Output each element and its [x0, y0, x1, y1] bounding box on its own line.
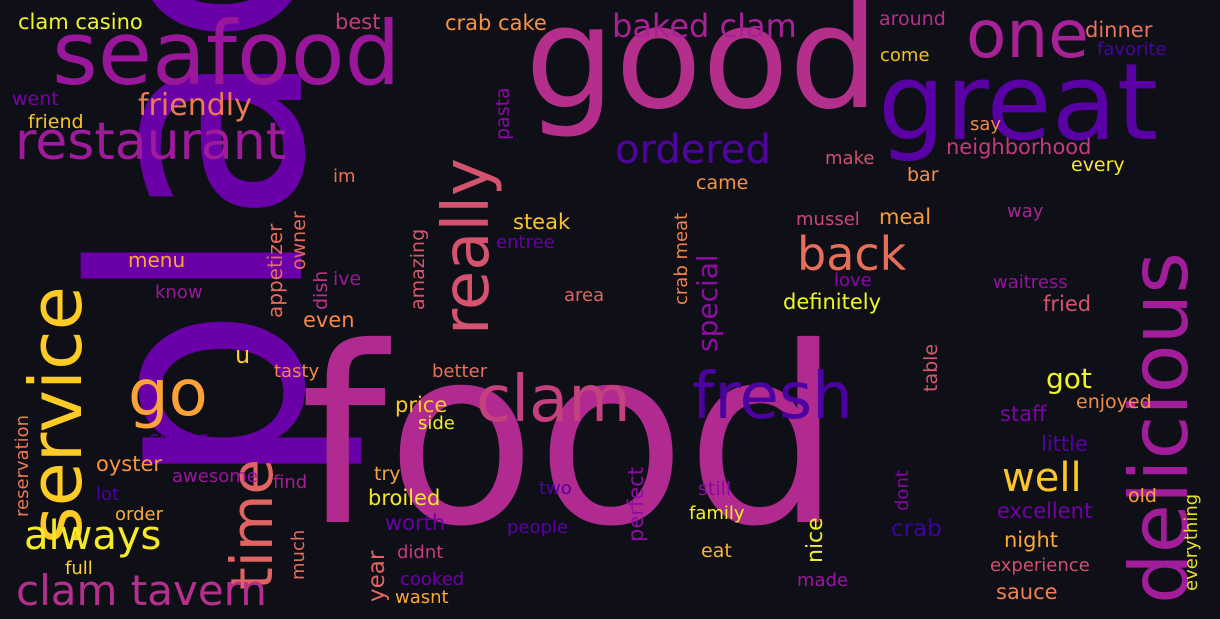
word-fried: fried	[1043, 292, 1092, 316]
word-pasta: pasta	[492, 87, 514, 140]
word-try: try	[374, 463, 401, 485]
word-appetizer: appetizer	[263, 223, 287, 318]
word-didnt: didnt	[397, 542, 444, 563]
word-best: best	[335, 10, 381, 34]
word-bar: bar	[907, 164, 939, 186]
word-special: special	[691, 254, 724, 352]
word-reservation: reservation	[12, 414, 33, 517]
word-steak: steak	[513, 210, 571, 234]
word-year: year	[364, 550, 390, 602]
word-little: little	[1041, 432, 1088, 456]
word-friend: friend	[28, 111, 84, 133]
word-price: price	[395, 393, 448, 417]
word-make: make	[825, 148, 875, 169]
word-come: come	[880, 45, 930, 66]
word-restaurant: restaurant	[15, 112, 287, 172]
word-better: better	[432, 361, 488, 382]
word-around: around	[879, 8, 946, 30]
word-back: back	[797, 227, 907, 281]
word-made: made	[797, 570, 849, 591]
word-got: got	[1046, 362, 1092, 395]
word-cooked: cooked	[400, 569, 465, 590]
word-area: area	[564, 285, 605, 306]
word-friendly: friendly	[138, 88, 252, 123]
word-full: full	[65, 558, 93, 579]
word-way: way	[1007, 201, 1044, 222]
word-clam: clam	[476, 363, 631, 437]
word-love: love	[834, 270, 872, 291]
word-dont: dont	[892, 470, 913, 511]
word-wasnt: wasnt	[395, 587, 449, 608]
word-went: went	[12, 88, 59, 110]
word-waitress: waitress	[993, 272, 1068, 293]
word-lot: lot	[96, 484, 120, 505]
word-fresh: fresh	[692, 360, 853, 434]
word-order: order	[115, 504, 163, 525]
word-clam-casino: clam casino	[18, 10, 143, 34]
word-awesome: awesome	[172, 466, 258, 487]
word-always: always	[24, 513, 162, 559]
word-nice: nice	[803, 517, 828, 563]
word-u: u	[235, 341, 251, 369]
word-crab-meat: crab meat	[671, 212, 692, 305]
word-dinner: dinner	[1085, 18, 1153, 42]
word-ive: ive	[333, 268, 362, 290]
word-table: table	[920, 343, 942, 392]
word-perfect: perfect	[624, 467, 648, 542]
word-favorite: favorite	[1097, 39, 1167, 60]
word-well: well	[1002, 455, 1082, 501]
word-every: every	[1071, 154, 1125, 176]
word-still: still	[698, 478, 732, 500]
word-seafood: seafood	[52, 2, 401, 105]
word-owner: owner	[288, 211, 310, 270]
word-really: really	[430, 158, 504, 335]
word-even: even	[303, 308, 355, 332]
word-say: say	[970, 114, 1002, 135]
word-food: food	[300, 295, 842, 580]
word-great: great	[878, 41, 1159, 164]
word-tasty: tasty	[274, 361, 320, 382]
word-excellent: excellent	[997, 499, 1093, 523]
word-find: find	[273, 472, 308, 493]
word-baked-clam: baked clam	[612, 7, 797, 45]
word-entree: entree	[496, 232, 555, 253]
word-sauce: sauce	[996, 580, 1058, 604]
word-worth: worth	[385, 511, 446, 535]
word-menu: menu	[128, 248, 186, 272]
word-server: server	[150, 428, 207, 449]
word-oyster: oyster	[96, 452, 163, 476]
word-much: much	[288, 529, 309, 580]
word-one: one	[966, 0, 1089, 73]
word-amazing: amazing	[407, 228, 429, 310]
word-crab: crab	[891, 516, 942, 542]
word-broiled: broiled	[368, 486, 441, 510]
word-ordered: ordered	[615, 127, 771, 173]
word-night: night	[1004, 528, 1059, 552]
word-old: old	[1128, 485, 1157, 507]
word-meal: meal	[879, 205, 932, 229]
word-people: people	[507, 517, 569, 538]
word-mussel: mussel	[796, 209, 860, 230]
word-clam-tavern: clam tavern	[16, 566, 267, 615]
word-crab-cake: crab cake	[445, 11, 547, 35]
word-know: know	[155, 282, 203, 303]
word-two: two	[539, 478, 572, 499]
word-came: came	[696, 172, 749, 194]
word-everything: everything	[1181, 493, 1202, 591]
word-definitely: definitely	[783, 290, 882, 314]
word-good: good	[525, 0, 880, 141]
word-enjoyed: enjoyed	[1076, 391, 1152, 413]
word-side: side	[418, 413, 455, 434]
word-dish: dish	[310, 270, 332, 310]
word-family: family	[689, 503, 745, 524]
word-im: im	[333, 166, 356, 187]
word-experience: experience	[990, 555, 1090, 576]
word-eat: eat	[701, 540, 732, 562]
word-go: go	[128, 357, 208, 431]
word-neighborhood: neighborhood	[946, 135, 1092, 159]
word-staff: staff	[1000, 402, 1047, 426]
